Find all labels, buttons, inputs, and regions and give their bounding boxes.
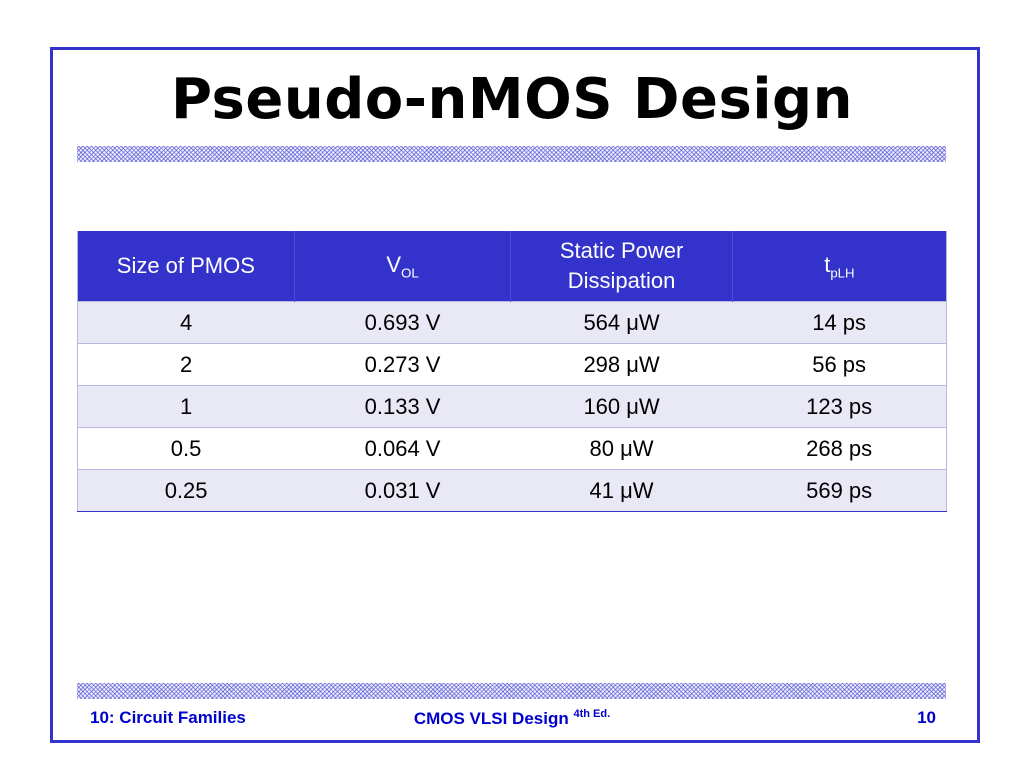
- cell-size: 0.25: [77, 469, 295, 512]
- table-row: 1 0.133 V 160 μW 123 ps: [77, 385, 947, 428]
- cell-vol: 0.273 V: [294, 343, 511, 386]
- footer-chapter: 10: Circuit Families: [90, 708, 246, 727]
- cell-vol: 0.064 V: [294, 427, 511, 470]
- cell-power: 160 μW: [510, 385, 733, 428]
- table-row: 0.5 0.064 V 80 μW 268 ps: [77, 427, 947, 470]
- footer-page-number: 10: [917, 708, 936, 727]
- cell-size: 0.5: [77, 427, 295, 470]
- cell-size: 2: [77, 343, 295, 386]
- table-row: 4 0.693 V 564 μW 14 ps: [77, 301, 947, 344]
- top-hatched-divider: [77, 146, 946, 162]
- table-row: 0.25 0.031 V 41 μW 569 ps: [77, 469, 947, 512]
- header-tplh-main: t: [824, 251, 831, 277]
- cell-tplh: 123 ps: [732, 385, 947, 428]
- cell-size: 4: [77, 301, 295, 344]
- cell-vol: 0.031 V: [294, 469, 511, 512]
- header-vol: VOL: [294, 231, 512, 302]
- footer-edition: 4th Ed.: [573, 708, 611, 720]
- cell-power: 298 μW: [510, 343, 733, 386]
- header-size-of-pmos: Size of PMOS: [77, 231, 295, 302]
- table-row: 2 0.273 V 298 μW 56 ps: [77, 343, 947, 386]
- cell-tplh: 56 ps: [732, 343, 947, 386]
- footer-course-title: CMOS VLSI Design 4th Ed.: [0, 708, 1024, 729]
- cell-vol: 0.133 V: [294, 385, 511, 428]
- cell-tplh: 569 ps: [732, 469, 947, 512]
- cell-size: 1: [77, 385, 295, 428]
- header-tplh: tpLH: [732, 231, 947, 302]
- header-power-line1: Static Power: [559, 238, 684, 263]
- bottom-hatched-divider: [77, 683, 946, 699]
- table-header-row: Size of PMOS VOL Static Power Dissipation…: [77, 231, 947, 302]
- cell-power: 41 μW: [510, 469, 733, 512]
- cell-vol: 0.693 V: [294, 301, 511, 344]
- header-vol-sub: OL: [401, 265, 419, 281]
- footer-course-main: CMOS VLSI Design: [413, 709, 569, 728]
- cell-tplh: 14 ps: [732, 301, 947, 344]
- cell-tplh: 268 ps: [732, 427, 947, 470]
- header-static-power: Static Power Dissipation: [510, 231, 733, 302]
- cell-power: 80 μW: [510, 427, 733, 470]
- header-vol-main: V: [386, 251, 402, 277]
- slide-title: Pseudo-nMOS Design: [170, 67, 853, 132]
- header-tplh-sub: pLH: [830, 265, 855, 281]
- cell-power: 564 μW: [510, 301, 733, 344]
- header-power-line2: Dissipation: [567, 268, 676, 293]
- pseudo-nmos-table: Size of PMOS VOL Static Power Dissipation…: [77, 231, 947, 512]
